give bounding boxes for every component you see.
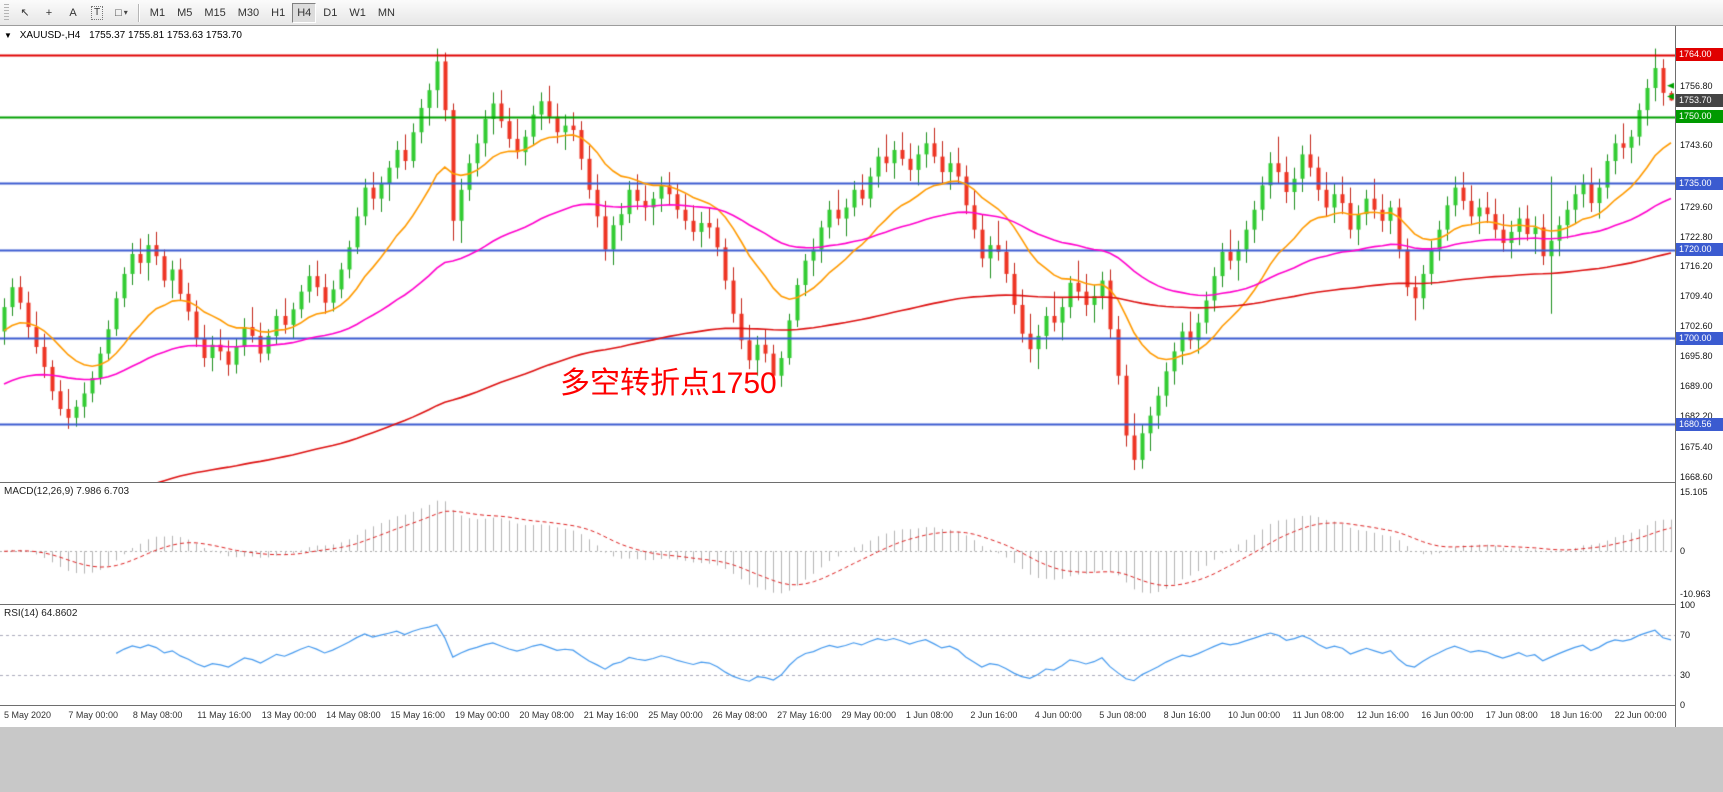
macd-scale-label: -10.963: [1680, 588, 1711, 599]
price-tick-label: 1675.40: [1680, 441, 1713, 452]
text-frame-tool-icon: T: [91, 5, 104, 20]
price-chart-canvas[interactable]: [0, 26, 1675, 482]
time-axis-label: 7 May 00:00: [68, 710, 118, 720]
time-axis-label: 14 May 08:00: [326, 710, 381, 720]
timeframe-m5-button[interactable]: M5: [177, 6, 193, 19]
time-axis-label: 21 May 16:00: [583, 710, 639, 720]
timeframe-m1-button[interactable]: M1: [149, 6, 166, 19]
price-tick-label: 1743.60: [1680, 139, 1713, 150]
time-axis-label: 4 Jun 00:00: [1034, 710, 1082, 720]
time-axis-label: 1 Jun 08:00: [905, 710, 953, 720]
price-tick-label: 1722.80: [1680, 231, 1713, 242]
price-tick-label: 1702.60: [1680, 321, 1713, 332]
toolbar-separator: [137, 3, 140, 22]
timeframe-mn-button[interactable]: MN: [377, 6, 395, 19]
time-axis-label: 11 May 16:00: [197, 710, 252, 720]
panel-divider: [0, 705, 1723, 706]
rsi-scale-label: 30: [1680, 669, 1691, 680]
text-label-tool[interactable]: A: [62, 3, 84, 23]
macd-canvas[interactable]: [0, 483, 1675, 604]
price-badge: 1750.00: [1676, 110, 1723, 124]
time-axis-label: 5 May 2020: [4, 710, 52, 720]
time-axis-label: 25 May 00:00: [648, 710, 703, 720]
toolbar-grip[interactable]: [4, 3, 9, 22]
timeframe-h1-button[interactable]: H1: [271, 6, 286, 19]
time-axis-label: 17 Jun 08:00: [1485, 710, 1538, 720]
shapes-tool[interactable]: □ ▾: [110, 3, 133, 23]
price-tick-label: 1729.60: [1680, 201, 1713, 212]
price-badge: 1753.70: [1676, 93, 1723, 107]
timeframe-d1-button[interactable]: D1: [323, 6, 338, 19]
rsi-scale-label: 100: [1680, 599, 1696, 610]
price-badge: 1735.00: [1676, 176, 1723, 190]
price-badge: 1680.56: [1676, 417, 1723, 431]
time-axis-label: 19 May 00:00: [454, 710, 510, 720]
time-axis-label: 13 May 00:00: [261, 710, 317, 720]
timeframe-w1-button[interactable]: W1: [349, 6, 366, 19]
panel-divider[interactable]: [0, 482, 1723, 483]
time-axis[interactable]: 5 May 2020 7 May 00:00 8 May 08:00 11 May 1…: [0, 706, 1675, 727]
time-axis-label: 2 Jun 16:00: [970, 710, 1018, 720]
rsi-scale-label: 70: [1680, 629, 1691, 640]
rsi-label: RSI(14) 64.8602: [4, 608, 78, 619]
macd-label: MACD(12,26,9) 7.986 6.703: [4, 486, 130, 497]
symbol-timeframe-label: XAUUSD-,H4: [19, 30, 81, 41]
price-tick-label: 1682.20: [1680, 411, 1713, 422]
time-axis-label: 8 Jun 16:00: [1163, 710, 1211, 720]
chart-title: ▼ XAUUSD-,H4 1755.37 1755.81 1753.63 175…: [4, 30, 242, 41]
macd-scale-label: 0: [1680, 545, 1686, 556]
panel-divider[interactable]: [0, 604, 1723, 605]
crosshair-tool[interactable]: +: [38, 3, 60, 23]
time-axis-label: 26 May 08:00: [712, 710, 768, 720]
macd-scale-label: 15.105: [1680, 486, 1708, 497]
pointer-tool[interactable]: ↖: [14, 3, 36, 23]
time-axis-label: 27 May 16:00: [777, 710, 832, 720]
price-scale[interactable]: 1756.80 1743.60 1729.60 1722.80 1716.20 1709.…: [1675, 26, 1723, 727]
time-axis-label: 8 May 08:00: [132, 710, 183, 720]
price-tick-label: 1756.80: [1680, 81, 1713, 92]
time-axis-label: 12 Jun 16:00: [1356, 710, 1409, 720]
time-axis-label: 16 Jun 00:00: [1421, 710, 1474, 720]
timeframe-m15-button[interactable]: M15: [204, 6, 226, 19]
time-axis-label: 5 Jun 08:00: [1099, 710, 1147, 720]
time-axis-label: 22 Jun 00:00: [1614, 710, 1667, 720]
text-label-tool-icon: A: [69, 6, 77, 19]
dropdown-caret-icon: ▾: [123, 8, 128, 17]
crosshair-tool-icon: +: [45, 6, 53, 19]
chart-annotation-text[interactable]: 多空转折点1750: [560, 367, 777, 400]
toolbar: ↖ + A T □ ▾ M1 M5 M15 M30 H1 H4 D1 W1 MN: [0, 0, 1723, 26]
time-axis-label: 18 Jun 16:00: [1550, 710, 1603, 720]
ohlc-values: 1755.37 1755.81 1753.63 1753.70: [89, 30, 242, 41]
pointer-tool-icon: ↖: [20, 7, 30, 19]
price-badge: 1700.00: [1676, 331, 1723, 345]
drawing-tools-group: ↖ + A T □ ▾: [13, 3, 134, 23]
price-tick-label: 1689.00: [1680, 381, 1713, 392]
timeframe-m30-button[interactable]: M30: [237, 6, 260, 19]
price-badge: 1764.00: [1676, 48, 1723, 62]
price-tick-label: 1716.20: [1680, 260, 1713, 271]
time-axis-label: 29 May 00:00: [841, 710, 897, 720]
text-frame-tool[interactable]: T: [86, 3, 108, 23]
timeframe-h4-button[interactable]: H4: [292, 2, 317, 23]
price-tick-label: 1709.40: [1680, 291, 1713, 301]
time-axis-label: 15 May 16:00: [390, 710, 446, 720]
rsi-canvas[interactable]: [0, 605, 1675, 705]
chart-collapse-icon[interactable]: ▼: [4, 31, 12, 40]
shapes-tool-icon: □: [115, 6, 122, 19]
time-axis-label: 11 Jun 08:00: [1292, 710, 1344, 720]
price-badge: 1720.00: [1676, 243, 1723, 257]
time-axis-label: 20 May 08:00: [519, 710, 574, 720]
timeframes-group: M1 M5 M15 M30 H1 H4 D1 W1 MN: [144, 2, 401, 23]
rsi-scale-label: 0: [1680, 699, 1686, 710]
status-strip: [0, 727, 1723, 792]
price-tick-label: 1668.60: [1680, 471, 1713, 482]
price-tick-label: 1695.80: [1680, 351, 1713, 362]
time-axis-label: 10 Jun 00:00: [1228, 710, 1281, 720]
